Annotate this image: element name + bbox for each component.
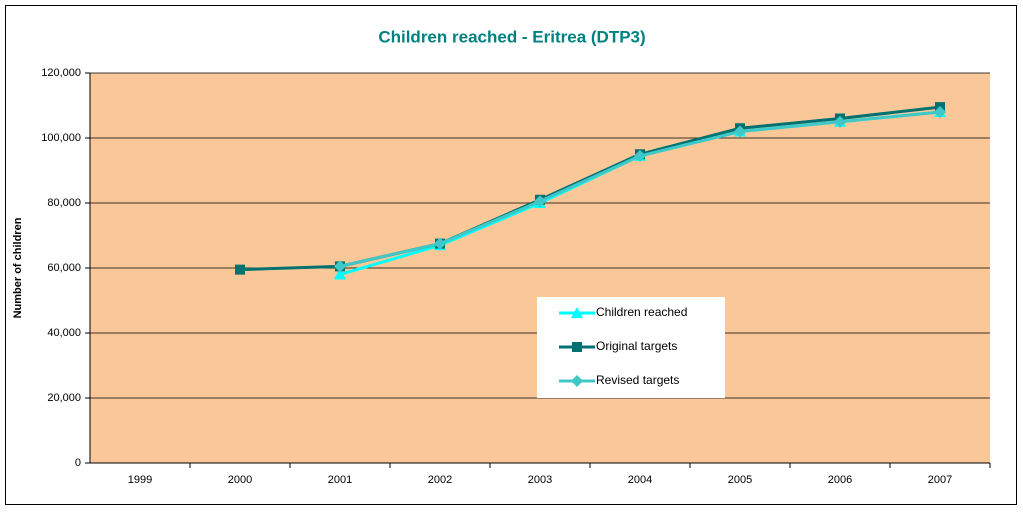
x-tick-label: 2000	[228, 474, 252, 486]
data-point	[434, 237, 446, 250]
y-tick-label: 60,000	[47, 262, 81, 274]
y-tick-label: 40,000	[47, 327, 81, 339]
y-tick-label: 100,000	[41, 132, 81, 144]
x-tick-label: 2001	[328, 474, 352, 486]
data-point	[834, 115, 846, 128]
legend-marker	[571, 307, 583, 318]
chart-title: Children reached - Eritrea (DTP3)	[378, 27, 645, 46]
data-point	[634, 149, 646, 162]
legend-marker	[572, 342, 582, 352]
y-tick-label: 120,000	[41, 67, 81, 79]
data-point	[534, 195, 546, 208]
data-point	[934, 106, 946, 118]
data-point	[734, 125, 746, 138]
x-tick-label: 2002	[428, 474, 452, 486]
x-tick-label: 2003	[528, 474, 552, 486]
data-point	[334, 260, 346, 273]
x-tick-label: 2006	[828, 474, 852, 486]
data-point	[334, 268, 346, 280]
y-tick-label: 20,000	[47, 392, 81, 404]
y-tick-label: 0	[75, 457, 81, 469]
x-tick-label: 2005	[728, 474, 752, 486]
x-tick-label: 1999	[128, 474, 152, 486]
legend-label: Original targets	[596, 339, 677, 353]
data-point	[235, 264, 245, 275]
legend-label: Children reached	[596, 305, 687, 319]
legend-label: Revised targets	[596, 373, 679, 387]
legend-marker	[571, 375, 583, 387]
y-tick-label: 80,000	[47, 197, 81, 209]
x-tick-label: 2004	[628, 474, 652, 486]
y-axis-label: Number of children	[12, 217, 24, 318]
x-tick-label: 2007	[928, 474, 952, 486]
